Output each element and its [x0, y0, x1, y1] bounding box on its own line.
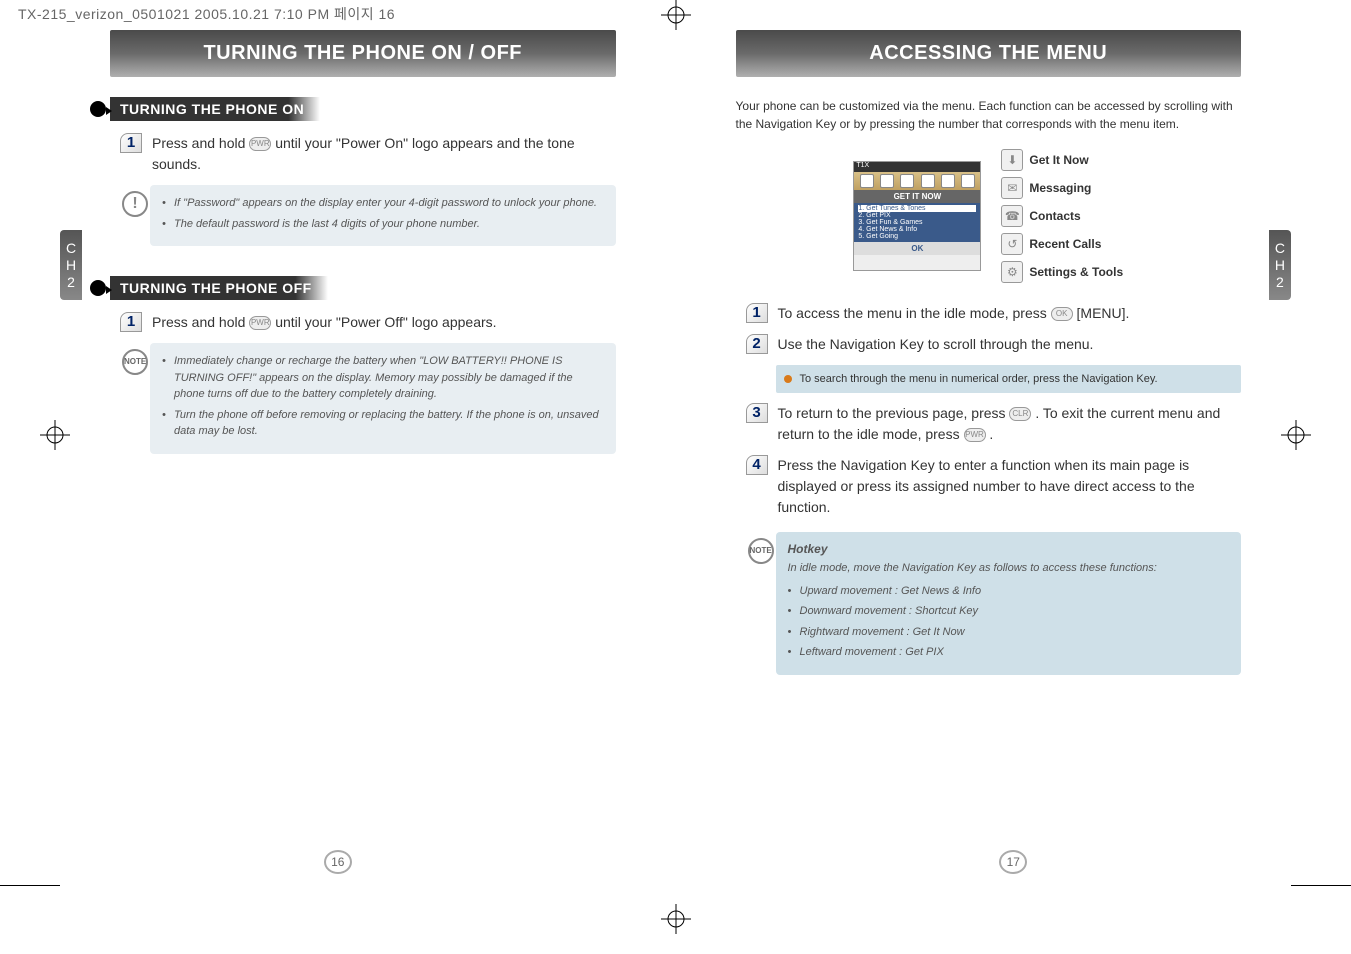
menu-row: ☎ Contacts: [1001, 205, 1123, 227]
phone-screenshot: T1X GET IT NOW 1. Get Tunes & Tones 2. G…: [736, 149, 1242, 283]
message-icon: ✉: [1001, 177, 1023, 199]
step-row: 1 Press and hold PWR until your "Power O…: [120, 133, 616, 175]
section-off-label: TURNING THE PHONE OFF: [110, 276, 328, 300]
screen-tab: GET IT NOW: [854, 190, 980, 203]
clr-key-icon: CLR: [1009, 407, 1031, 421]
phone-screen: T1X GET IT NOW 1. Get Tunes & Tones 2. G…: [853, 161, 981, 271]
screen-menu-item: 2. Get PIX: [858, 212, 976, 219]
screen-menu-item: 5. Get Going: [858, 233, 976, 240]
step-text: Press the Navigation Key to enter a func…: [778, 455, 1242, 518]
screen-menu-item: 1. Get Tunes & Tones: [858, 205, 976, 212]
section-on-label: TURNING THE PHONE ON: [110, 97, 320, 121]
menu-row: ↺ Recent Calls: [1001, 233, 1123, 255]
menu-label: Contacts: [1029, 209, 1080, 223]
note-item: If "Password" appears on the display ent…: [162, 195, 604, 212]
step-row: 1 To access the menu in the idle mode, p…: [746, 303, 1242, 324]
step-text: Use the Navigation Key to scroll through…: [778, 334, 1094, 355]
step-text: Press and hold PWR until your "Power On"…: [152, 133, 616, 175]
bullet-icon: [90, 280, 106, 296]
step-text: To access the menu in the idle mode, pre…: [778, 303, 1130, 324]
note-icon: NOTE: [748, 538, 774, 564]
chapter-tab: C H 2: [1269, 230, 1291, 300]
step-number: 2: [746, 334, 768, 354]
step-row: 4 Press the Navigation Key to enter a fu…: [746, 455, 1242, 518]
download-icon: ⬇: [1001, 149, 1023, 171]
step-number: 1: [120, 312, 142, 332]
step-number: 3: [746, 403, 768, 423]
hotkey-note: NOTE Hotkey In idle mode, move the Navig…: [776, 532, 1242, 675]
left-page: C H 2 TURNING THE PHONE ON / OFF TURNING…: [0, 30, 676, 954]
step-text: To return to the previous page, press CL…: [778, 403, 1242, 445]
menu-label: Settings & Tools: [1029, 265, 1123, 279]
menu-label: Messaging: [1029, 181, 1091, 195]
chapter-c: C: [66, 240, 76, 256]
note-list: If "Password" appears on the display ent…: [162, 195, 604, 232]
menu-list: ⬇ Get It Now ✉ Messaging ☎ Contacts ↺ Recent…: [1001, 149, 1123, 283]
page-title: TURNING THE PHONE ON / OFF: [110, 30, 616, 77]
screen-icon-row: [854, 172, 980, 190]
chapter-c: C: [1275, 240, 1285, 256]
step-row: 2 Use the Navigation Key to scroll throu…: [746, 334, 1242, 355]
hotkey-item: Downward movement : Shortcut Key: [788, 603, 1230, 620]
registration-mark-icon: [661, 0, 691, 30]
menu-row: ⬇ Get It Now: [1001, 149, 1123, 171]
note-box: ! If "Password" appears on the display e…: [150, 185, 616, 246]
step-number: 1: [120, 133, 142, 153]
screen-status: T1X: [854, 162, 980, 172]
page-number: 16: [324, 850, 352, 874]
menu-label: Recent Calls: [1029, 237, 1101, 251]
note-item: Immediately change or recharge the batte…: [162, 353, 604, 403]
hotkey-list: Upward movement : Get News & Info Downwa…: [788, 583, 1230, 661]
spread: C H 2 TURNING THE PHONE ON / OFF TURNING…: [0, 0, 1351, 954]
chapter-num: 2: [67, 274, 75, 290]
menu-row: ⚙ Settings & Tools: [1001, 261, 1123, 283]
file-header: TX-215_verizon_0501021 2005.10.21 7:10 P…: [18, 4, 395, 24]
step-row: 3 To return to the previous page, press …: [746, 403, 1242, 445]
end-key-icon: PWR: [964, 428, 986, 442]
section-on-header: TURNING THE PHONE ON: [90, 97, 616, 121]
calls-icon: ↺: [1001, 233, 1023, 255]
step-row: 1 Press and hold PWR until your "Power O…: [120, 312, 616, 333]
note-item: The default password is the last 4 digit…: [162, 216, 604, 233]
end-key-icon: PWR: [249, 316, 271, 330]
contacts-icon: ☎: [1001, 205, 1023, 227]
menu-label: Get It Now: [1029, 153, 1088, 167]
hotkey-item: Upward movement : Get News & Info: [788, 583, 1230, 600]
step-text: Press and hold PWR until your "Power Off…: [152, 312, 497, 333]
crop-mark: [1291, 885, 1351, 886]
chapter-h: H: [66, 257, 76, 273]
note-item: Turn the phone off before removing or re…: [162, 407, 604, 440]
page-number: 17: [999, 850, 1027, 874]
chapter-tab: C H 2: [60, 230, 82, 300]
orange-dot-icon: [784, 375, 792, 383]
screen-menu-item: 3. Get Fun & Games: [858, 219, 976, 226]
hotkey-title: Hotkey: [788, 542, 1230, 556]
hotkey-intro: In idle mode, move the Navigation Key as…: [788, 560, 1230, 577]
hotkey-item: Rightward movement : Get It Now: [788, 624, 1230, 641]
right-page: C H 2 ACCESSING THE MENU Your phone can …: [676, 30, 1351, 954]
note-box: NOTE Immediately change or recharge the …: [150, 343, 616, 454]
search-note-text: To search through the menu in numerical …: [800, 373, 1158, 385]
intro-paragraph: Your phone can be customized via the men…: [736, 97, 1242, 133]
screen-ok: OK: [854, 242, 980, 255]
step-number: 4: [746, 455, 768, 475]
alert-icon: !: [122, 191, 148, 217]
note-icon: NOTE: [122, 349, 148, 375]
search-note: To search through the menu in numerical …: [776, 365, 1242, 393]
section-off-header: TURNING THE PHONE OFF: [90, 276, 616, 300]
hotkey-item: Leftward movement : Get PIX: [788, 644, 1230, 661]
screen-menu: 1. Get Tunes & Tones 2. Get PIX 3. Get F…: [854, 203, 980, 242]
chapter-num: 2: [1276, 274, 1284, 290]
end-key-icon: PWR: [249, 137, 271, 151]
step-number: 1: [746, 303, 768, 323]
settings-icon: ⚙: [1001, 261, 1023, 283]
page-title: ACCESSING THE MENU: [736, 30, 1242, 77]
ok-key-icon: OK: [1051, 307, 1073, 321]
chapter-h: H: [1275, 257, 1285, 273]
crop-mark: [0, 885, 60, 886]
screen-menu-item: 4. Get News & Info: [858, 226, 976, 233]
bullet-icon: [90, 101, 106, 117]
note-list: Immediately change or recharge the batte…: [162, 353, 604, 440]
menu-row: ✉ Messaging: [1001, 177, 1123, 199]
